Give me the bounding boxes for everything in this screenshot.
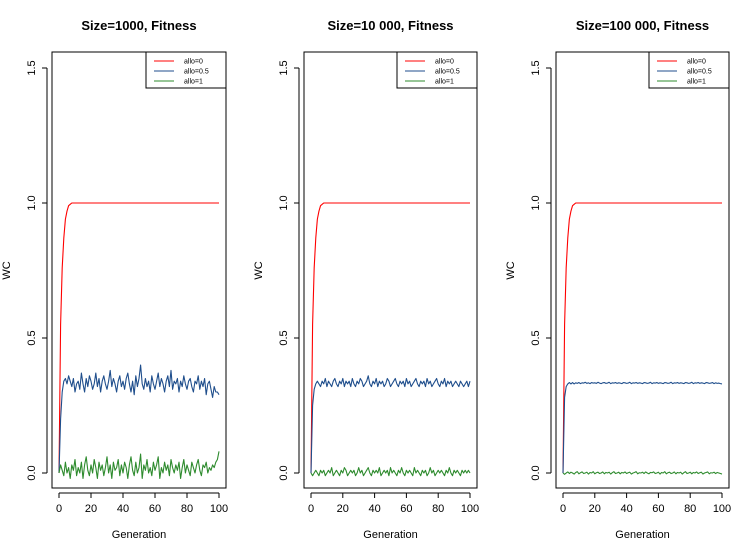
- legend: allo=0 allo=0.5 allo=1: [648, 51, 730, 89]
- x-axis: 0 20 40 60 80 100: [560, 492, 731, 515]
- x-tick-label: 80: [181, 503, 193, 515]
- x-tick-label: 40: [620, 503, 632, 515]
- series-line-allo=1: [58, 451, 220, 479]
- y-axis-label: WC: [253, 261, 265, 279]
- legend-label: allo=1: [435, 79, 454, 86]
- y-tick-label: 1.0: [530, 195, 542, 210]
- series-line-allo=1: [310, 467, 471, 477]
- y-axis: 0.0 0.5 1.0 1.5: [278, 60, 300, 481]
- x-tick-label: 0: [308, 503, 314, 515]
- x-tick-label: 0: [56, 503, 62, 515]
- series-line-allo=0.5: [58, 364, 220, 474]
- x-tick-label: 80: [432, 503, 444, 515]
- y-tick-label: 0.0: [530, 465, 542, 480]
- legend-label: allo=0: [435, 59, 454, 66]
- legend-box: [396, 51, 478, 89]
- y-axis-label: WC: [505, 261, 517, 279]
- x-tick-label: 100: [210, 503, 228, 515]
- x-axis-label: Generation: [112, 529, 166, 541]
- legend-label: allo=1: [687, 79, 706, 86]
- y-tick-label: 0.5: [278, 330, 290, 345]
- x-tick-label: 20: [337, 503, 349, 515]
- x-tick-label: 20: [85, 503, 97, 515]
- series-line-allo=1: [562, 471, 723, 475]
- plot-frame: [303, 51, 478, 489]
- y-tick-label: 1.5: [278, 60, 290, 75]
- series-line-allo=0.5: [310, 375, 471, 474]
- legend-label: allo=0.5: [184, 69, 209, 76]
- y-tick-label: 0.5: [530, 330, 542, 345]
- x-tick-label: 40: [117, 503, 129, 515]
- chart-title: Size=1000, Fitness: [81, 18, 196, 33]
- chart-panel-2: Size=10 000, Fitness 0 20 40 60 80 100 Generati…: [253, 18, 479, 541]
- series-line-allo=0.5: [562, 381, 723, 474]
- x-axis-label: Generation: [615, 529, 669, 541]
- x-axis-label: Generation: [363, 529, 417, 541]
- x-tick-label: 60: [400, 503, 412, 515]
- legend-label: allo=0.5: [435, 69, 460, 76]
- y-tick-label: 1.5: [530, 60, 542, 75]
- legend-label: allo=0: [687, 59, 706, 66]
- legend: allo=0 allo=0.5 allo=1: [145, 51, 227, 89]
- legend-box: [648, 51, 730, 89]
- x-tick-label: 60: [149, 503, 161, 515]
- x-tick-label: 0: [560, 503, 566, 515]
- x-tick-label: 100: [461, 503, 479, 515]
- chart-panel-3: Size=100 000, Fitness 0 20 40 60 80 100 Generat…: [505, 18, 731, 541]
- y-tick-label: 1.5: [26, 60, 38, 75]
- series-line-allo=0: [310, 202, 470, 474]
- y-axis-label: WC: [1, 261, 13, 279]
- y-axis: 0.0 0.5 1.0 1.5: [530, 60, 552, 481]
- x-tick-label: 40: [368, 503, 380, 515]
- chart-panel-1: Size=1000, Fitness 0 20 40 60 80 100 Generation…: [1, 18, 228, 541]
- legend: allo=0 allo=0.5 allo=1: [396, 51, 478, 89]
- y-axis: 0.0 0.5 1.0 1.5: [26, 60, 48, 481]
- y-tick-label: 0.0: [278, 465, 290, 480]
- chart-title: Size=10 000, Fitness: [327, 18, 453, 33]
- chart-title: Size=100 000, Fitness: [576, 18, 709, 33]
- x-tick-label: 60: [652, 503, 664, 515]
- legend-label: allo=1: [184, 79, 203, 86]
- legend-box: [145, 51, 227, 89]
- x-tick-label: 100: [713, 503, 731, 515]
- series-line-allo=0: [562, 202, 722, 474]
- legend-label: allo=0.5: [687, 69, 712, 76]
- plot-frame: [555, 51, 730, 489]
- series-line-allo=0: [58, 202, 219, 474]
- x-axis: 0 20 40 60 80 100: [308, 492, 479, 515]
- x-tick-label: 80: [684, 503, 696, 515]
- y-tick-label: 1.0: [278, 195, 290, 210]
- y-tick-label: 1.0: [26, 195, 38, 210]
- y-tick-label: 0.0: [26, 465, 38, 480]
- plot-frame: [51, 51, 227, 489]
- legend-label: allo=0: [184, 59, 203, 66]
- x-tick-label: 20: [589, 503, 601, 515]
- y-tick-label: 0.5: [26, 330, 38, 345]
- x-axis: 0 20 40 60 80 100: [56, 492, 228, 515]
